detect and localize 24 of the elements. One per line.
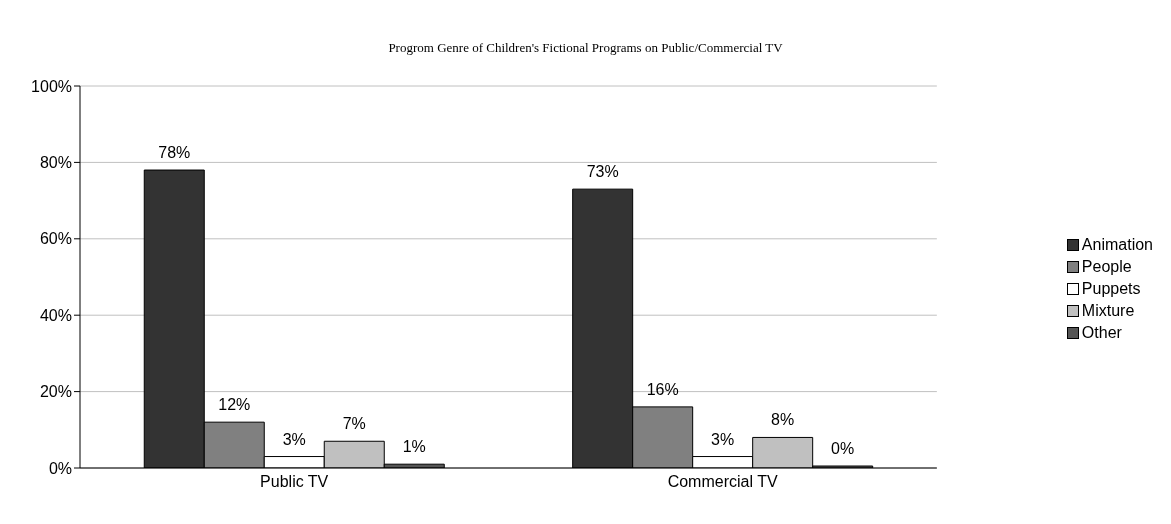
legend-label: People — [1081, 257, 1132, 277]
data-label: 12% — [218, 396, 251, 414]
legend-label: Mixture — [1081, 301, 1135, 321]
y-tick-label: 20% — [39, 383, 72, 401]
data-label: 16% — [646, 380, 679, 398]
data-label: 7% — [342, 415, 366, 433]
chart-title: Progrom Genre of Children's Fictional Programs on Public/Commercial TV — [387, 39, 784, 57]
data-label: 0% — [831, 440, 855, 457]
legend-label: Other — [1081, 323, 1122, 343]
y-tick-label: 60% — [39, 230, 72, 248]
data-label: 73% — [586, 163, 619, 181]
x-tick-label: Public TV — [260, 473, 329, 491]
data-label: 78% — [158, 144, 191, 162]
data-label: 1% — [402, 438, 426, 456]
y-tick-label: 40% — [39, 306, 72, 324]
legend-label: Puppets — [1081, 279, 1141, 299]
data-label: 8% — [771, 411, 795, 429]
x-tick-label: Commercial TV — [667, 473, 778, 491]
data-label: 3% — [711, 430, 735, 448]
y-tick-label: 80% — [39, 154, 72, 172]
data-label: 3% — [282, 430, 306, 448]
legend-label: Animation — [1081, 235, 1153, 255]
y-tick-label: 0% — [48, 459, 72, 477]
y-tick-label: 100% — [31, 77, 72, 95]
